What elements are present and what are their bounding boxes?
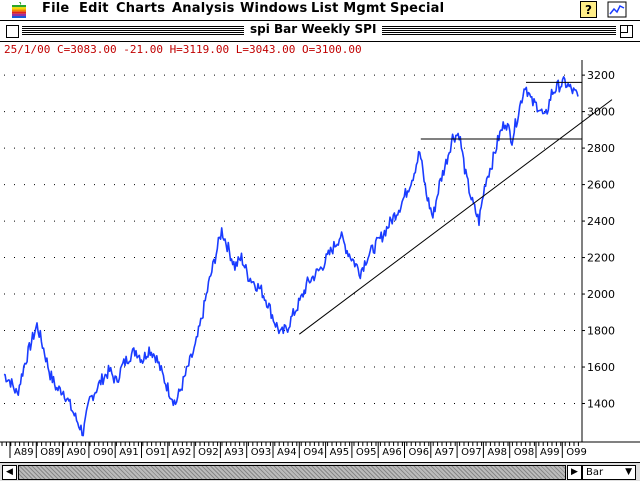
y-tick-label: 2600 bbox=[587, 179, 615, 192]
menu-edit[interactable]: Edit bbox=[79, 1, 109, 16]
x-tick-label: O97 bbox=[461, 447, 482, 458]
y-tick-label: 3200 bbox=[587, 69, 615, 82]
x-tick-label: O91 bbox=[146, 447, 167, 458]
left-arrow-icon[interactable]: ◀ bbox=[2, 465, 17, 480]
x-tick-label: A94 bbox=[277, 447, 297, 458]
x-tick-label: O99 bbox=[566, 447, 587, 458]
x-tick-label: A90 bbox=[67, 447, 87, 458]
bottom-bar: ◀ ▶ Bar ▼ bbox=[0, 462, 640, 481]
x-tick-label: O98 bbox=[514, 447, 535, 458]
window-title-bar[interactable]: spi Bar Weekly SPI bbox=[0, 21, 640, 42]
x-tick-label: O93 bbox=[251, 447, 272, 458]
help-icon[interactable]: ? bbox=[580, 1, 597, 18]
x-tick-label: A92 bbox=[172, 447, 192, 458]
menu-bar: File Edit Charts Analysis Windows List M… bbox=[0, 0, 640, 21]
x-tick-label: A93 bbox=[224, 447, 244, 458]
period-value: Bar bbox=[586, 467, 604, 478]
x-tick-label: O96 bbox=[409, 447, 430, 458]
chevron-down-icon: ▼ bbox=[625, 467, 632, 477]
x-tick-label: A98 bbox=[487, 447, 507, 458]
y-tick-label: 1400 bbox=[587, 398, 615, 411]
menu-list-mgmt[interactable]: List Mgmt bbox=[311, 1, 387, 16]
y-tick-label: 2200 bbox=[587, 252, 615, 265]
apple-icon[interactable] bbox=[12, 2, 26, 18]
x-tick-label: O89 bbox=[40, 447, 61, 458]
menu-file[interactable]: File bbox=[42, 1, 70, 16]
x-tick-label: A91 bbox=[119, 447, 139, 458]
close-box[interactable] bbox=[6, 25, 19, 38]
x-tick-label: A95 bbox=[330, 447, 350, 458]
price-chart[interactable]: 1400 1600 1800 2000 2200 2400 2600 2800 3000 3200… bbox=[0, 58, 640, 462]
x-tick-label: O90 bbox=[93, 447, 114, 458]
y-tick-label: 2400 bbox=[587, 215, 615, 228]
svg-text:?: ? bbox=[585, 3, 592, 17]
x-tick-label: O95 bbox=[356, 447, 377, 458]
x-axis-band bbox=[0, 443, 640, 462]
app-icon[interactable] bbox=[607, 1, 627, 18]
x-tick-label: O92 bbox=[198, 447, 219, 458]
window-title: spi Bar Weekly SPI bbox=[244, 22, 383, 36]
y-tick-label: 1800 bbox=[587, 325, 615, 338]
horizontal-scrollbar[interactable] bbox=[18, 465, 566, 480]
x-tick-label: A96 bbox=[382, 447, 402, 458]
y-tick-label: 2000 bbox=[587, 288, 615, 301]
y-tick-label: 1600 bbox=[587, 361, 615, 374]
menu-windows[interactable]: Windows bbox=[240, 1, 308, 16]
quote-readout: 25/1/00 C=3083.00 -21.00 H=3119.00 L=304… bbox=[4, 43, 362, 56]
x-tick-label: O94 bbox=[303, 447, 324, 458]
price-series bbox=[3, 75, 579, 437]
y-tick-label: 3000 bbox=[587, 106, 615, 119]
menu-special[interactable]: Special bbox=[390, 1, 445, 16]
zoom-box[interactable] bbox=[620, 25, 633, 38]
x-tick-label: A89 bbox=[14, 447, 34, 458]
period-select[interactable]: Bar ▼ bbox=[582, 465, 636, 480]
right-arrow-icon[interactable]: ▶ bbox=[567, 465, 582, 480]
menu-analysis[interactable]: Analysis bbox=[172, 1, 235, 16]
menu-charts[interactable]: Charts bbox=[116, 1, 166, 16]
y-tick-label: 2800 bbox=[587, 142, 615, 155]
x-tick-label: A97 bbox=[435, 447, 455, 458]
x-tick-label: A99 bbox=[540, 447, 560, 458]
